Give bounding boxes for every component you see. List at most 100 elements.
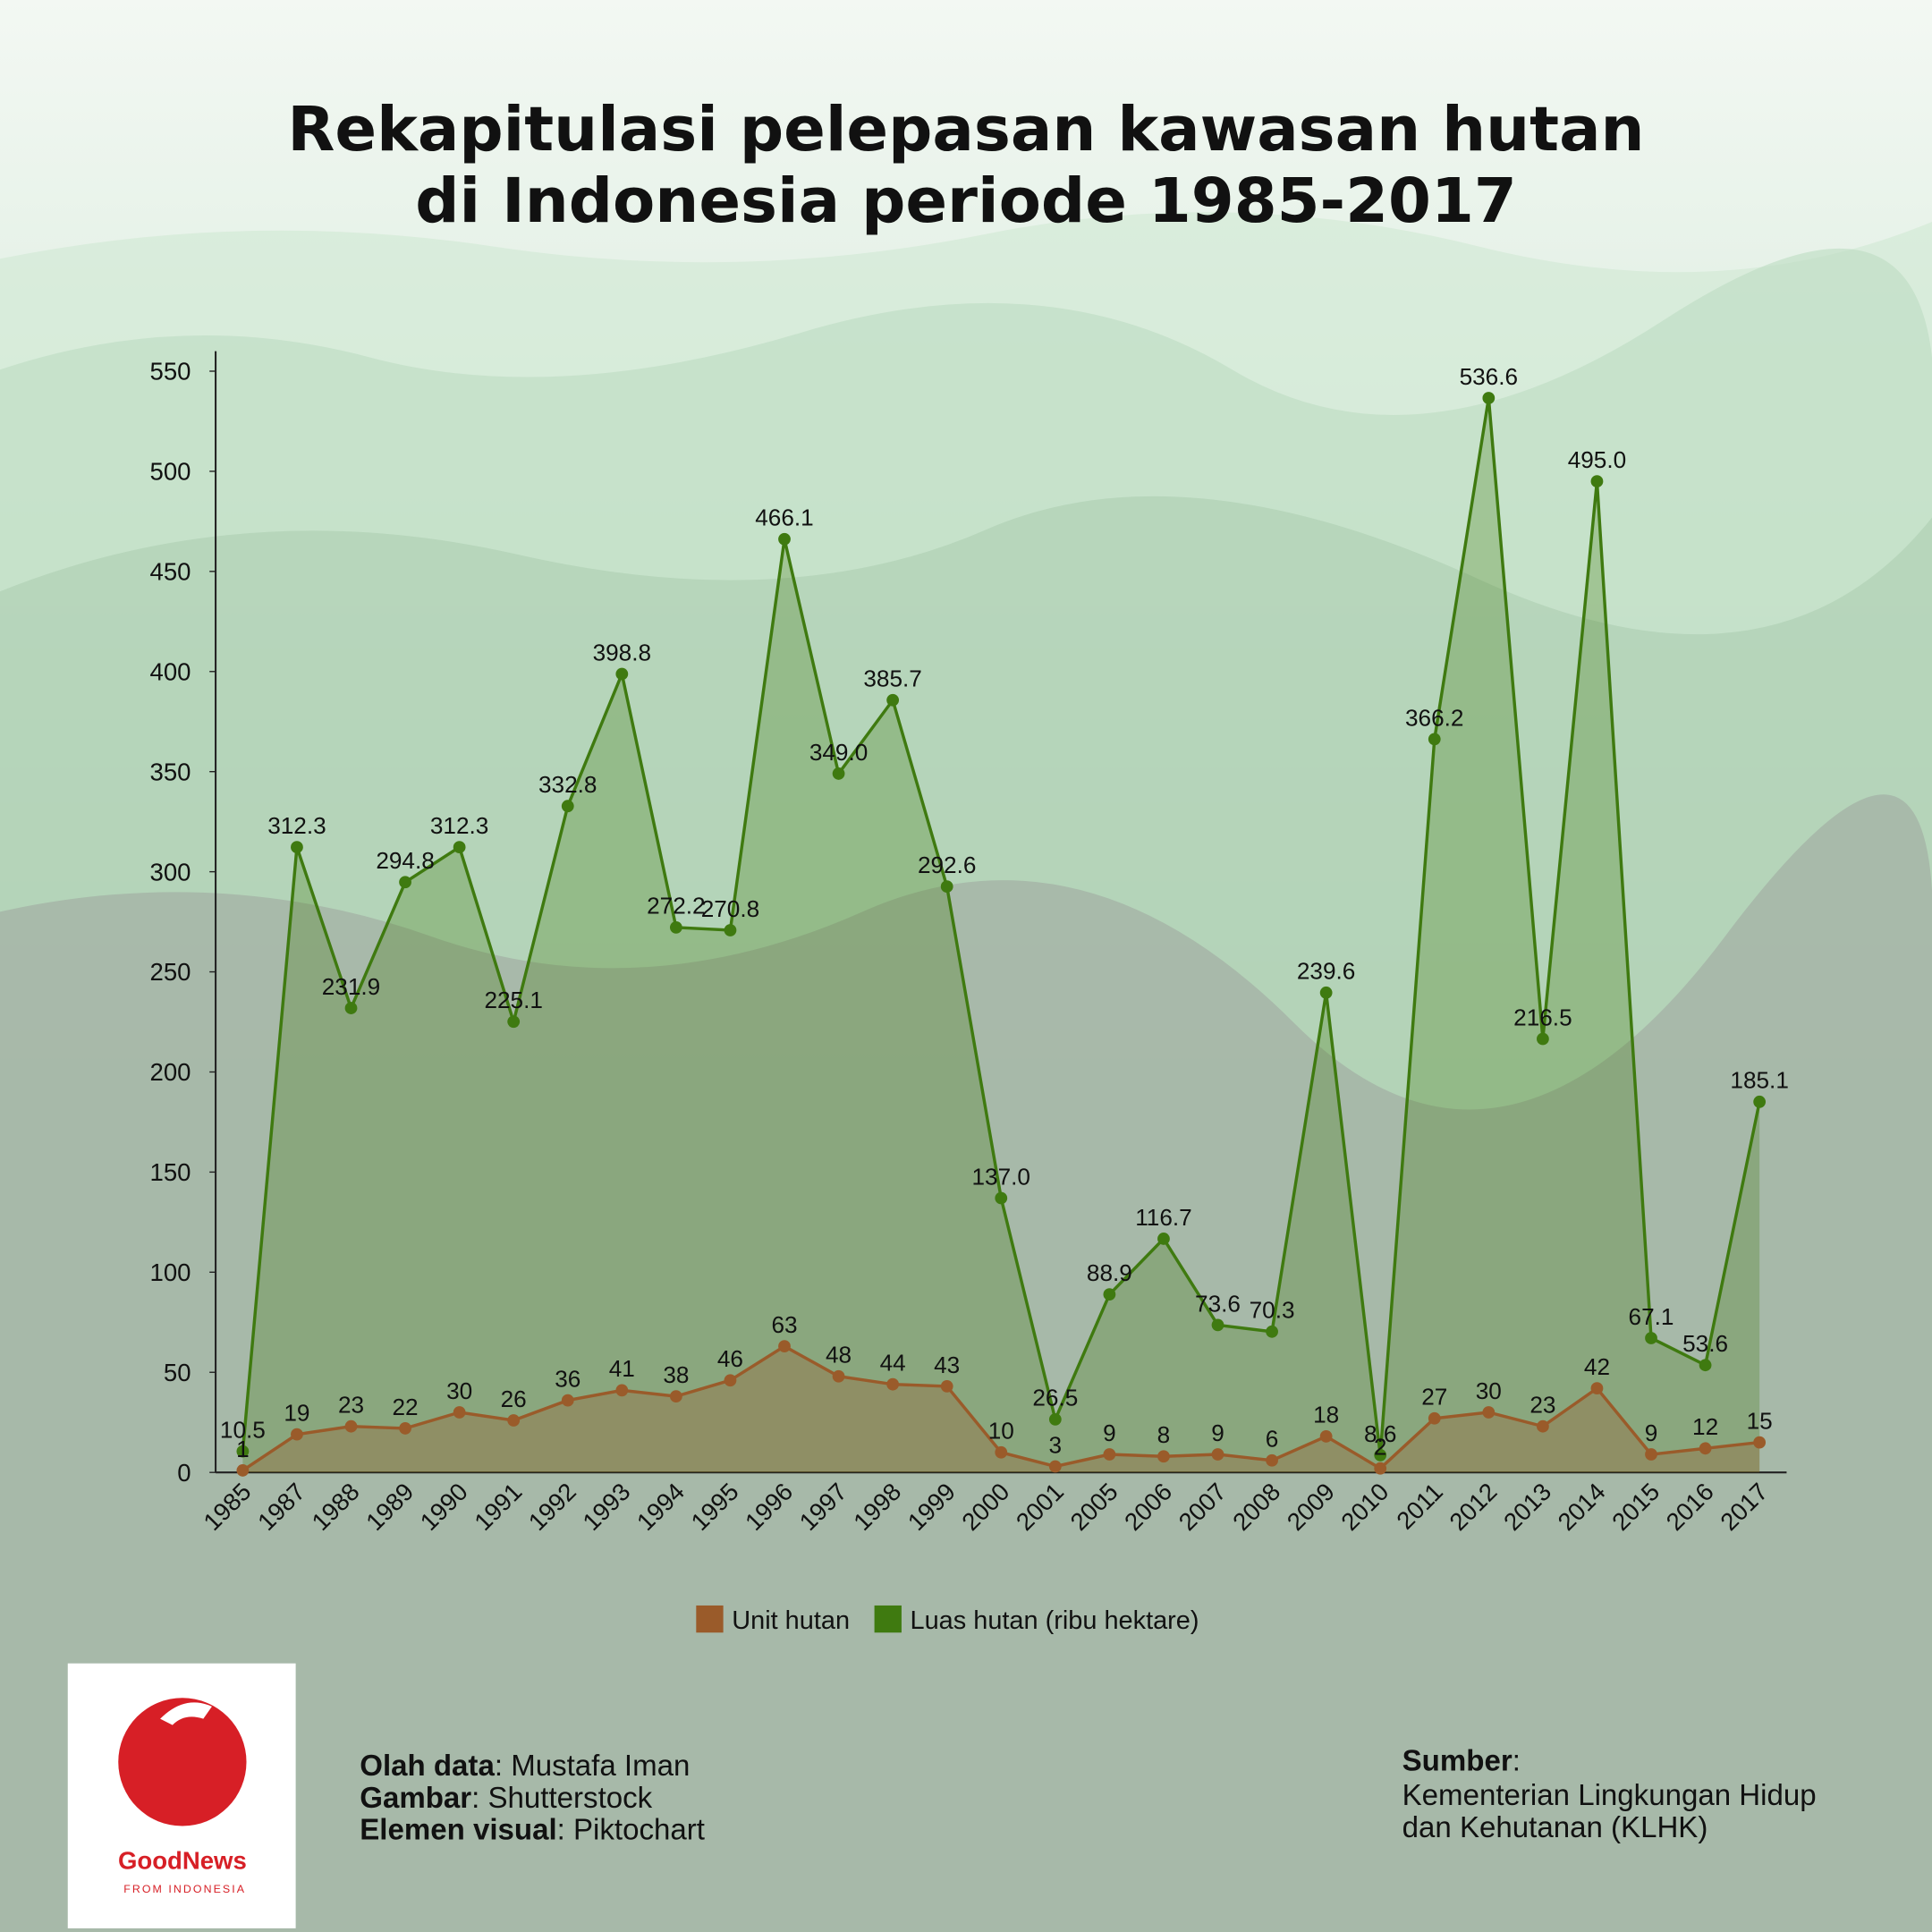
data-label: 19 [284, 1399, 309, 1426]
data-point [615, 667, 629, 681]
series-area [242, 1346, 1760, 1473]
y-tick-label: 450 [150, 557, 191, 585]
y-tick-label: 400 [150, 657, 191, 685]
data-label: 9 [1211, 1419, 1224, 1446]
data-label: 1 [236, 1436, 250, 1462]
data-point [1645, 1448, 1657, 1461]
data-point [561, 800, 574, 813]
data-label: 8 [1157, 1421, 1171, 1448]
data-label: 3 [1049, 1431, 1063, 1458]
source-line: dan Kehutanan (KLHK) [1402, 1811, 1708, 1844]
data-label: 270.8 [701, 895, 759, 922]
data-point [1157, 1450, 1170, 1463]
data-label: 292.6 [918, 852, 976, 878]
data-point [1482, 392, 1496, 404]
data-label: 30 [1476, 1377, 1502, 1404]
data-point [778, 532, 791, 546]
credit-line: Elemen visual: Piktochart [360, 1814, 705, 1847]
credit-label: Gambar [360, 1782, 471, 1815]
credit-label: Olah data [360, 1750, 495, 1783]
data-point [1699, 1359, 1712, 1372]
credit-line: Gambar: Shutterstock [360, 1782, 652, 1815]
logo-emblem [118, 1698, 247, 1826]
data-label: 15 [1747, 1407, 1773, 1434]
legend-label: Luas hutan (ribu hektare) [911, 1606, 1199, 1635]
credit-line: Olah data: Mustafa Iman [360, 1750, 690, 1783]
data-label: 43 [934, 1352, 960, 1378]
data-label: 30 [446, 1377, 472, 1404]
data-point [344, 1419, 358, 1433]
logo-name: GoodNews [118, 1847, 247, 1875]
y-tick-label: 550 [150, 358, 191, 386]
data-point [1537, 1032, 1549, 1046]
data-label: 231.9 [322, 973, 380, 1000]
data-point [453, 841, 466, 853]
data-point [1590, 475, 1604, 487]
data-point [507, 1015, 521, 1029]
source-line: Kementerian Lingkungan Hidup [1402, 1779, 1817, 1812]
data-label: 38 [663, 1361, 689, 1388]
data-point [236, 1464, 250, 1477]
data-label: 53.6 [1682, 1330, 1728, 1357]
data-label: 48 [826, 1342, 852, 1368]
data-point [1482, 1406, 1496, 1419]
data-point [1753, 1095, 1767, 1108]
data-point [453, 1406, 466, 1419]
y-tick-label: 0 [177, 1459, 191, 1487]
data-label: 26 [501, 1385, 527, 1412]
data-point [1048, 1412, 1062, 1426]
data-point [832, 1369, 845, 1383]
data-point [886, 1377, 900, 1391]
data-point [1266, 1453, 1278, 1467]
data-label: 312.3 [430, 812, 488, 839]
data-point [291, 1428, 303, 1441]
data-label: 27 [1421, 1384, 1447, 1411]
data-point [995, 1191, 1008, 1205]
data-label: 9 [1103, 1419, 1116, 1446]
source-colon: : [1513, 1745, 1521, 1778]
chart-title: Rekapitulasi pelepasan kawasan hutan [287, 94, 1644, 165]
data-label: 239.6 [1297, 958, 1355, 985]
data-point [995, 1445, 1008, 1459]
data-label: 26.5 [1032, 1385, 1078, 1411]
data-point [1319, 986, 1333, 999]
data-label: 41 [609, 1355, 635, 1382]
data-label: 349.0 [809, 739, 868, 766]
logo-emblem [160, 1702, 212, 1725]
data-label: 12 [1692, 1413, 1718, 1440]
data-label: 10.5 [220, 1417, 266, 1444]
data-label: 70.3 [1250, 1297, 1295, 1324]
data-label: 137.0 [972, 1163, 1030, 1190]
y-tick-label: 50 [164, 1359, 191, 1386]
data-label: 23 [1530, 1392, 1555, 1419]
data-label: 36 [555, 1365, 580, 1392]
data-point [1266, 1325, 1278, 1338]
data-point [1103, 1448, 1116, 1461]
logo-tagline: FROM INDONESIA [123, 1883, 246, 1895]
data-label: 466.1 [755, 504, 813, 531]
data-point [1374, 1462, 1387, 1475]
data-point [1753, 1436, 1767, 1449]
legend-label: Unit hutan [732, 1606, 850, 1635]
data-label: 536.6 [1460, 363, 1518, 390]
legend-swatch [696, 1605, 724, 1633]
data-point [1157, 1233, 1170, 1245]
data-label: 185.1 [1730, 1067, 1788, 1094]
data-point [886, 693, 900, 707]
data-point [615, 1384, 629, 1397]
credit-value: : Mustafa Iman [495, 1750, 691, 1783]
credit-value: : Shutterstock [471, 1782, 653, 1815]
data-label: 22 [393, 1394, 419, 1420]
legend-swatch [874, 1605, 902, 1633]
data-label: 216.5 [1513, 1004, 1572, 1030]
data-point [399, 876, 411, 889]
data-point [1645, 1332, 1657, 1344]
data-point [1103, 1288, 1116, 1301]
y-tick-label: 350 [150, 758, 191, 785]
y-tick-label: 100 [150, 1258, 191, 1286]
chart-title: di Indonesia periode 1985-2017 [415, 165, 1517, 237]
data-point [561, 1394, 574, 1407]
y-tick-label: 200 [150, 1058, 191, 1086]
data-label: 42 [1584, 1353, 1610, 1380]
